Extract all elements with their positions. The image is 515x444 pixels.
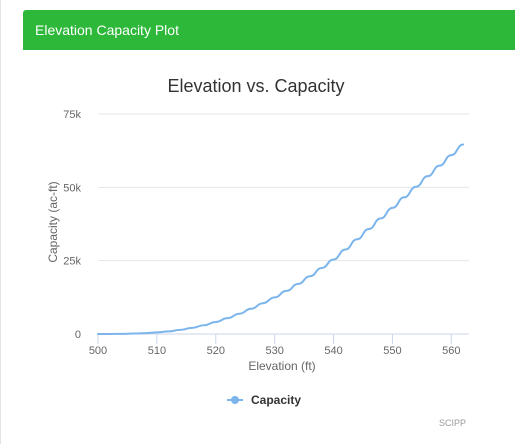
x-tick-label: 500 xyxy=(89,345,107,357)
x-tick-label: 520 xyxy=(207,345,225,357)
x-tick-label: 530 xyxy=(265,345,283,357)
panel-header: Elevation Capacity Plot xyxy=(23,10,515,50)
x-axis: 500 510 520 530 540 550 560 xyxy=(89,334,461,357)
x-axis-title: Elevation (ft) xyxy=(248,359,315,373)
chart-title: Elevation vs. Capacity xyxy=(167,76,344,96)
y-tick-label: 75k xyxy=(63,109,81,121)
y-tick-label: 25k xyxy=(63,256,81,268)
legend-item-capacity[interactable]: Capacity xyxy=(227,393,301,407)
chart-credits[interactable]: SCIPP xyxy=(439,418,466,428)
x-tick-label: 540 xyxy=(324,345,342,357)
y-axis-title: Capacity (ac-ft) xyxy=(46,181,60,262)
x-tick-label: 550 xyxy=(383,345,401,357)
series-layer xyxy=(97,143,465,335)
panel-title: Elevation Capacity Plot xyxy=(35,22,179,38)
y-tick-label: 50k xyxy=(63,182,81,194)
grid-lines xyxy=(98,113,469,335)
x-tick-label: 560 xyxy=(442,345,460,357)
y-tick-label: 0 xyxy=(75,329,81,341)
y-axis: 0 25k 50k 75k xyxy=(63,109,81,341)
legend-label: Capacity xyxy=(251,393,301,407)
legend-marker xyxy=(231,396,239,404)
series-line-capacity[interactable] xyxy=(97,143,465,335)
x-tick-label: 510 xyxy=(148,345,166,357)
